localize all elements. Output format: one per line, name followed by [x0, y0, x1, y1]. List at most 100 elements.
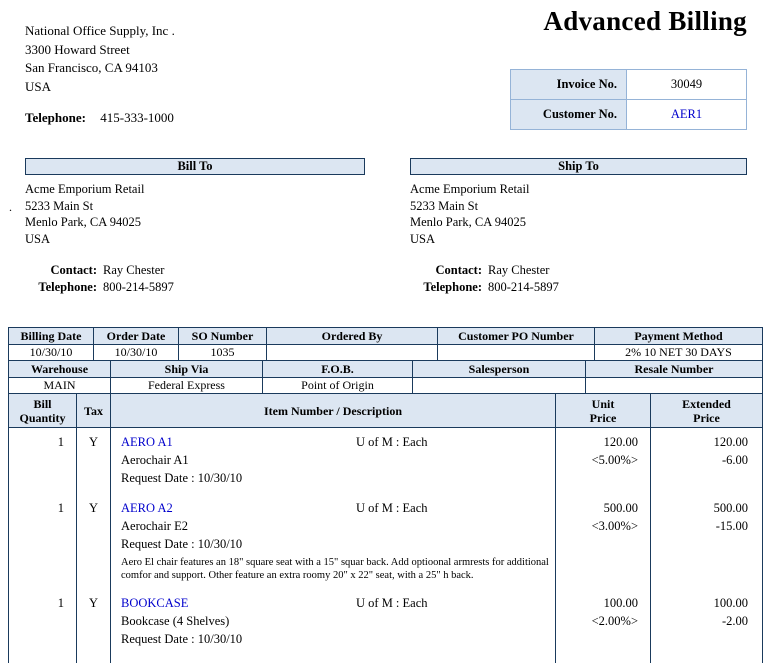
company-address-line1: 3300 Howard Street: [25, 41, 130, 57]
ship-to-telephone-label: Telephone:: [423, 279, 482, 294]
customer-no-label: Customer No.: [510, 99, 627, 130]
empty-cell: [555, 648, 651, 663]
item-uom: U of M : Each: [356, 595, 428, 610]
items-header-row: Bill Quantity Tax Item Number / Descript…: [8, 393, 763, 428]
item-qty: 1: [8, 433, 77, 452]
invoice-no-row: Invoice No. 30049: [510, 69, 747, 100]
value-so-number: 1035: [178, 344, 267, 361]
empty-cell: [8, 535, 77, 554]
ship-to-telephone-row: Telephone: 800-214-5897: [410, 279, 559, 296]
item-3-main-row: 1 Y BOOKCASE U of M : Each 100.00 100.00: [8, 594, 763, 613]
empty-cell: [650, 630, 763, 649]
invoice-no-label: Invoice No.: [510, 69, 627, 100]
ship-to-city: Menlo Park, CA 94025: [410, 215, 526, 229]
items-header-tax: Tax: [76, 393, 111, 428]
bill-to-block: Acme Emporium Retail 5233 Main St Menlo …: [25, 181, 174, 295]
empty-cell: [8, 584, 77, 595]
customer-no-value[interactable]: AER1: [626, 99, 747, 130]
empty-cell: [8, 648, 77, 663]
item-description: Aerochair A1: [110, 451, 556, 470]
bill-to-telephone-row: Telephone: 800-214-5897: [25, 279, 174, 296]
empty-cell: [8, 630, 77, 649]
empty-cell: [650, 469, 763, 488]
ship-to-contact-value: Ray Chester: [488, 263, 550, 277]
item-2-main-row: 1 Y AERO A2 U of M : Each 500.00 500.00: [8, 499, 763, 518]
item-discount-percent: <2.00%>: [555, 612, 651, 631]
bill-to-city: Menlo Park, CA 94025: [25, 215, 141, 229]
items-spacer: [8, 584, 763, 595]
order-info-value-row-1: 10/30/10 10/30/10 1035 2% 10 NET 30 DAYS: [8, 344, 763, 361]
empty-cell: [110, 487, 556, 500]
items-top-spacer: [8, 427, 763, 434]
header-salesperson: Salesperson: [412, 360, 586, 378]
empty-cell: [76, 517, 111, 536]
item-discount-percent: <3.00%>: [555, 517, 651, 536]
empty-cell: [8, 451, 77, 470]
item-long-description: Aero El chair features an 18" square sea…: [121, 556, 549, 582]
ship-to-contact-row: Contact: Ray Chester: [410, 262, 559, 279]
item-description: Bookcase (4 Shelves): [110, 612, 556, 631]
empty-cell: [76, 648, 111, 663]
item-number-link[interactable]: AERO A2: [121, 500, 173, 515]
item-1-main-row: 1 Y AERO A1 U of M : Each 120.00 120.00: [8, 433, 763, 452]
bill-to-country: USA: [25, 231, 51, 246]
empty-cell: [555, 553, 651, 585]
order-info-table-2: Warehouse Ship Via F.O.B. Salesperson Re…: [8, 360, 763, 394]
ship-to-country: USA: [410, 231, 436, 246]
header-customer-po: Customer PO Number: [437, 327, 595, 345]
ship-to-telephone-value: 800-214-5897: [488, 279, 559, 294]
item-3-request-date-row: Request Date : 10/30/10: [8, 630, 763, 649]
item-tax: Y: [76, 594, 111, 613]
empty-cell: [650, 427, 763, 434]
empty-cell: [650, 535, 763, 554]
bill-to-contact-value: Ray Chester: [103, 263, 165, 277]
empty-cell: [76, 630, 111, 649]
line-items-table: Bill Quantity Tax Item Number / Descript…: [8, 393, 763, 663]
stray-period-mark: .: [9, 200, 12, 214]
value-fob: Point of Origin: [262, 377, 413, 394]
items-header-extended-price: Extended Price: [650, 393, 763, 428]
item-2-desc-row: Aerochair E2 <3.00%> -15.00: [8, 517, 763, 536]
empty-cell: [8, 553, 77, 585]
empty-cell: [555, 469, 651, 488]
item-uom: U of M : Each: [356, 434, 428, 449]
empty-cell: [8, 469, 77, 488]
bill-to-contact-label: Contact:: [50, 263, 97, 277]
value-warehouse: MAIN: [8, 377, 111, 394]
item-extended-price: 500.00: [650, 499, 763, 518]
item-qty: 1: [8, 499, 77, 518]
order-info-value-row-2: MAIN Federal Express Point of Origin: [8, 377, 763, 394]
company-address-line3: USA: [25, 78, 52, 94]
bill-to-telephone-value: 800-214-5897: [103, 279, 174, 294]
value-ship-via: Federal Express: [110, 377, 263, 394]
item-unit-price: 500.00: [555, 499, 651, 518]
items-header-bill-quantity: Bill Quantity: [8, 393, 77, 428]
item-1-request-date-row: Request Date : 10/30/10: [8, 469, 763, 488]
header-so-number: SO Number: [178, 327, 267, 345]
item-number-link[interactable]: AERO A1: [121, 434, 173, 449]
company-telephone-label: Telephone:: [25, 110, 86, 125]
item-desc-cell: AERO A2 U of M : Each: [110, 499, 556, 518]
order-info-table-1: Billing Date Order Date SO Number Ordere…: [8, 327, 763, 361]
company-block: National Office Supply, Inc . 3300 Howar…: [25, 22, 175, 128]
ship-to-block: Acme Emporium Retail 5233 Main St Menlo …: [410, 181, 559, 295]
header-payment-method: Payment Method: [594, 327, 763, 345]
empty-cell: [650, 553, 763, 585]
header-warehouse: Warehouse: [8, 360, 111, 378]
company-address-line2: San Francisco, CA 94103: [25, 60, 158, 75]
empty-cell: [555, 487, 651, 500]
ship-to-name: Acme Emporium Retail: [410, 182, 530, 196]
report-title: Advanced Billing: [543, 6, 747, 36]
item-description: Aerochair E2: [110, 517, 556, 536]
company-telephone-row: Telephone: 415-333-1000: [25, 109, 175, 128]
empty-cell: [76, 487, 111, 500]
value-salesperson: [412, 377, 586, 394]
bill-to-contact-row: Contact: Ray Chester: [25, 262, 174, 279]
item-request-date: Request Date : 10/30/10: [110, 469, 556, 488]
bill-to-name: Acme Emporium Retail: [25, 182, 145, 196]
item-number-link[interactable]: BOOKCASE: [121, 595, 189, 610]
item-extended-price: 120.00: [650, 433, 763, 452]
value-resale-number: [585, 377, 763, 394]
items-header-item-description: Item Number / Description: [110, 393, 556, 428]
bill-to-header-bar: Bill To: [25, 158, 365, 175]
